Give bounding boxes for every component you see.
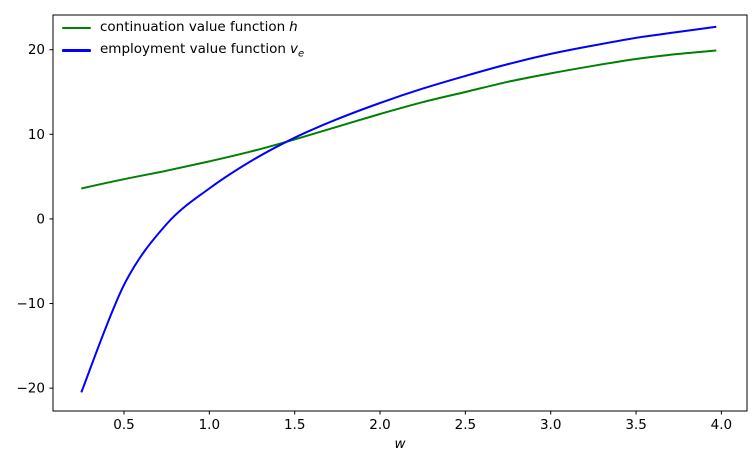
legend-var: v bbox=[289, 41, 298, 58]
legend-text: employment value function bbox=[100, 41, 286, 58]
y-tick-label: −20 bbox=[17, 381, 46, 397]
x-tick-label: 3.0 bbox=[540, 417, 561, 433]
x-tick-label: 2.0 bbox=[369, 417, 390, 433]
legend-label: continuation value function h bbox=[100, 19, 298, 38]
y-tick-label: 20 bbox=[28, 42, 45, 58]
legend-item-continuation-value: continuation value function h bbox=[62, 17, 304, 39]
legend-line-blue bbox=[62, 49, 91, 52]
legend: continuation value function h employment … bbox=[62, 17, 304, 62]
series-line-ve bbox=[80, 25, 717, 393]
legend-var: h bbox=[289, 18, 298, 35]
legend-line-green bbox=[62, 26, 91, 30]
axes-box bbox=[52, 14, 748, 412]
legend-label: employment value function ve bbox=[100, 41, 304, 60]
series-line-h bbox=[81, 49, 717, 190]
x-axis-label-text: w bbox=[394, 436, 406, 452]
x-tick-label: 2.5 bbox=[455, 417, 476, 433]
y-tick-label: 0 bbox=[36, 211, 45, 227]
x-tick-label: 0.5 bbox=[113, 417, 134, 433]
x-tick-label: 1.5 bbox=[284, 417, 305, 433]
y-tick-label: 10 bbox=[28, 127, 45, 143]
x-axis-label: w bbox=[53, 436, 747, 452]
legend-var-sub: e bbox=[297, 48, 305, 60]
x-tick-label: 3.5 bbox=[625, 417, 646, 433]
legend-text: continuation value function bbox=[100, 18, 286, 35]
x-tick-label: 4.0 bbox=[711, 417, 732, 433]
x-tick-label: 1.0 bbox=[199, 417, 220, 433]
y-tick-label: −10 bbox=[17, 296, 46, 312]
legend-item-employment-value: employment value function ve bbox=[62, 39, 304, 61]
